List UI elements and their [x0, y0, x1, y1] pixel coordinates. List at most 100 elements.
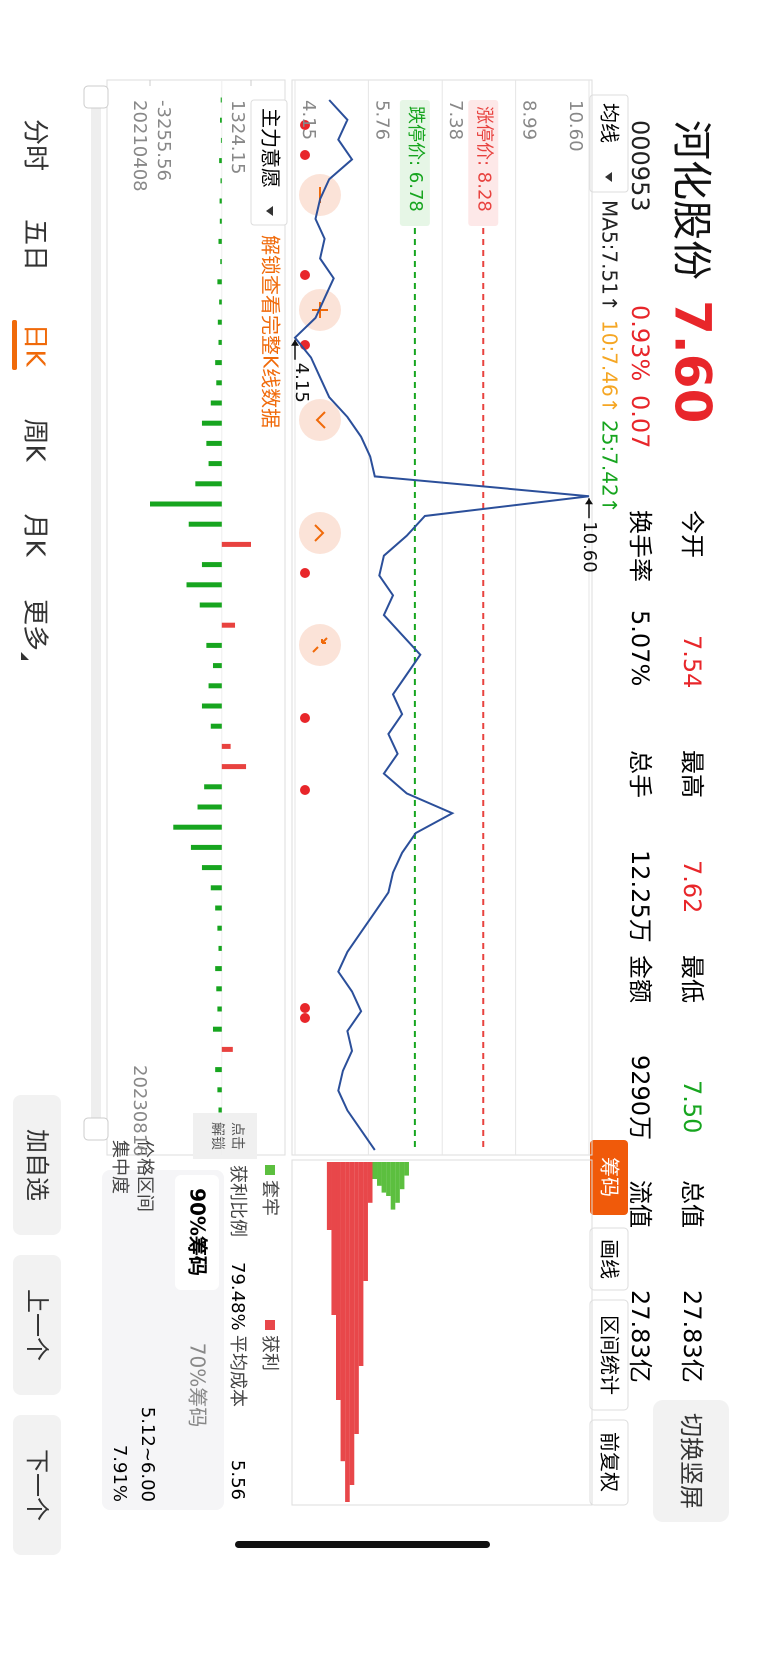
action-button[interactable]: 上一个 [23, 1289, 51, 1361]
tab-underline [12, 320, 17, 370]
tab-bg[interactable] [589, 1419, 629, 1506]
dropdown-icon [266, 206, 273, 216]
chip-frame [291, 1159, 593, 1506]
event-dot [300, 270, 310, 280]
stat-value: 12.25万 [626, 850, 654, 943]
ma-select-label[interactable]: 均线 [598, 103, 622, 143]
unlock-button-bg[interactable] [193, 1113, 257, 1159]
unlock-button[interactable]: 解锁 [209, 1122, 225, 1150]
chart-tab[interactable]: 区间统计 [598, 1315, 622, 1395]
volume-bar [206, 642, 222, 648]
volume-bar [201, 703, 222, 709]
stock-code: 000953 [626, 120, 654, 212]
y-tick-label: 5.76 [371, 100, 392, 140]
stock-name: 河化股份 [668, 120, 714, 280]
period-tab[interactable]: 分时 [20, 119, 50, 171]
chip-bar [367, 1162, 373, 1203]
tab-bg[interactable] [589, 1299, 629, 1411]
arrow-head [585, 498, 593, 505]
scroll-left[interactable] [299, 399, 341, 441]
more-icon [21, 652, 29, 660]
avg-cost-label: 平均成本 [227, 1335, 248, 1407]
period-tab[interactable]: 月K [20, 513, 50, 557]
volume-bar [210, 723, 222, 729]
event-dot [300, 713, 310, 723]
switch-button-bg[interactable] [653, 1400, 729, 1522]
y-tick-label: 7.38 [445, 100, 466, 140]
stat-value: 27.83亿 [678, 1290, 706, 1383]
concentration: 7.91% [109, 1445, 130, 1502]
volume-bar [204, 784, 222, 790]
range-tab[interactable]: 90%筹码 [186, 1188, 210, 1276]
chip-bar [340, 1162, 346, 1462]
button-bg[interactable] [13, 1095, 61, 1235]
volume-bar [219, 299, 222, 305]
button-bg[interactable] [13, 1255, 61, 1395]
reset[interactable] [299, 624, 341, 666]
profit-ratio-label: 获利比例 [227, 1165, 248, 1237]
volume-bar [215, 966, 222, 972]
action-button[interactable]: 下一个 [23, 1449, 51, 1521]
zoom-buttons [299, 174, 341, 666]
switch-button[interactable]: 切换竖屏 [677, 1413, 705, 1509]
scroll-handle[interactable] [83, 1117, 109, 1141]
period-tab[interactable]: 更多 [20, 599, 50, 651]
chip-bar [331, 1162, 337, 1315]
indicator-select-label[interactable]: 主力意愿 [259, 108, 283, 188]
stat-value: 7.62 [678, 860, 706, 913]
indicator-select[interactable] [250, 99, 288, 226]
event-dots [300, 120, 310, 1023]
volume-bar [210, 885, 222, 891]
scrollbar[interactable] [91, 98, 101, 1128]
stat-value: 7.54 [678, 635, 706, 688]
volume-bar [217, 925, 222, 931]
tab-bg[interactable] [589, 1227, 629, 1291]
scroll-right[interactable] [299, 512, 341, 554]
button-bg[interactable] [13, 1415, 61, 1555]
chart-tab[interactable]: 筹码 [598, 1157, 622, 1197]
volume-bar [219, 198, 222, 204]
scroll-handle[interactable] [83, 85, 109, 109]
ma-select[interactable] [589, 94, 629, 193]
annotation: 4.15 [291, 363, 312, 403]
icon [315, 411, 326, 429]
chart-tab[interactable]: 画线 [598, 1239, 622, 1279]
unlock-button[interactable]: 点击 [229, 1122, 245, 1150]
chip-bar [326, 1162, 332, 1230]
chip-bar [372, 1162, 378, 1179]
chip-bar [404, 1162, 409, 1176]
legend-swatch [265, 1165, 275, 1175]
period-tab[interactable]: 五日 [20, 219, 50, 271]
limit-label-bg [399, 100, 430, 226]
stat-value: 7.50 [678, 1080, 706, 1133]
chip-bar [395, 1162, 400, 1203]
volume-bar [206, 440, 222, 446]
legend-label: 套牢 [259, 1180, 280, 1216]
price: 7.60 [664, 300, 722, 423]
volume-bar [215, 360, 222, 366]
y-tick-label: -3255.56 [153, 100, 174, 181]
event-dot [300, 120, 310, 130]
range-tab[interactable]: 70%筹码 [186, 1343, 210, 1427]
unlock-link[interactable]: 解锁查看完整K线数据 [259, 235, 283, 428]
volume-bar [218, 238, 222, 244]
change: 0.07 [626, 395, 654, 448]
tab-bg[interactable] [590, 1140, 628, 1215]
avg-cost: 5.56 [227, 1460, 248, 1500]
chip-bar [336, 1162, 341, 1400]
volume-bar [186, 582, 222, 588]
period-tab[interactable]: 周K [20, 418, 50, 462]
legend-swatch [265, 1320, 275, 1330]
chart-tab[interactable]: 前复权 [598, 1432, 622, 1492]
volume-bar [221, 1046, 233, 1052]
period-tab[interactable]: 日K [20, 323, 50, 367]
concentration-label: 集中度 [109, 1140, 130, 1194]
volume-bar [217, 279, 222, 285]
volume-bar [220, 137, 222, 143]
range-tab-bg[interactable] [175, 1175, 219, 1290]
price-range: 5.12~6.00 [137, 1407, 158, 1502]
volume-bar [208, 461, 222, 467]
x-label: 20230816 [129, 1065, 150, 1157]
legend-label: 获利 [259, 1335, 280, 1371]
action-button[interactable]: 加自选 [23, 1129, 51, 1201]
